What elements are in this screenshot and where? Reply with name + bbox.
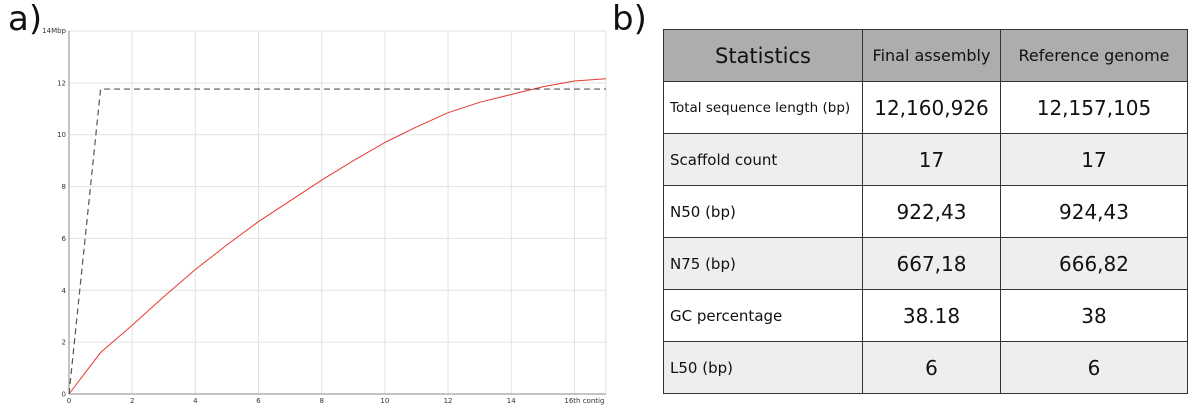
table-row: N75 (bp) 667,18 666,82	[663, 237, 1188, 290]
y-tick-label: 12	[57, 79, 66, 87]
assembly-series-line	[68, 78, 607, 395]
statistics-table: Statistics Final assembly Reference geno…	[663, 29, 1188, 394]
row-label: L50 (bp)	[663, 341, 863, 394]
row-label: Scaffold count	[663, 133, 863, 186]
row-label: N50 (bp)	[663, 185, 863, 238]
x-tick-label: 4	[193, 397, 198, 405]
table-row: Total sequence length (bp) 12,160,926 12…	[663, 81, 1188, 134]
x-tick-label: 8	[319, 397, 323, 405]
x-tick-label: 6	[256, 397, 261, 405]
panel-a-label: a)	[8, 0, 43, 39]
x-tick-label: 16th contig	[564, 397, 604, 405]
cumulative-length-chart: 0 2 4 6 8 10 12 14Mbp 0 2 4 6 8 10 12 14 16th contig	[42, 27, 607, 405]
table-row: L50 (bp) 6 6	[663, 341, 1188, 394]
table-row: N50 (bp) 922,43 924,43	[663, 185, 1188, 238]
row-label: GC percentage	[663, 289, 863, 342]
y-tick-label: 6	[62, 235, 67, 243]
y-tick-label: 0	[62, 391, 66, 399]
row-label: Total sequence length (bp)	[663, 81, 863, 134]
row-reference-value: 38	[1000, 289, 1188, 342]
row-final-value: 667,18	[862, 237, 1001, 290]
header-reference-genome: Reference genome	[1000, 29, 1188, 82]
x-tick-label: 2	[130, 397, 134, 405]
table-row: Scaffold count 17 17	[663, 133, 1188, 186]
header-final-assembly: Final assembly	[862, 29, 1001, 82]
row-final-value: 12,160,926	[862, 81, 1001, 134]
table-row: GC percentage 38.18 38	[663, 289, 1188, 342]
row-reference-value: 12,157,105	[1000, 81, 1188, 134]
x-tick-label: 12	[444, 397, 453, 405]
table-header-row: Statistics Final assembly Reference geno…	[663, 29, 1188, 82]
x-tick-label: 10	[380, 397, 389, 405]
panel-b-label: b)	[612, 0, 647, 39]
row-final-value: 17	[862, 133, 1001, 186]
row-final-value: 38.18	[862, 289, 1001, 342]
x-tick-label: 0	[67, 397, 71, 405]
row-final-value: 922,43	[862, 185, 1001, 238]
y-tick-label: 14Mbp	[42, 27, 66, 35]
row-reference-value: 6	[1000, 341, 1188, 394]
header-statistics: Statistics	[663, 29, 863, 82]
y-tick-label: 8	[62, 183, 66, 191]
x-tick-label: 14	[507, 397, 516, 405]
row-reference-value: 666,82	[1000, 237, 1188, 290]
y-tick-label: 10	[57, 131, 66, 139]
row-reference-value: 924,43	[1000, 185, 1188, 238]
y-tick-label: 4	[62, 287, 67, 295]
row-reference-value: 17	[1000, 133, 1188, 186]
plot-area	[69, 31, 606, 394]
row-final-value: 6	[862, 341, 1001, 394]
reference-series-line	[68, 88, 606, 395]
row-label: N75 (bp)	[663, 237, 863, 290]
y-tick-label: 2	[62, 339, 66, 347]
